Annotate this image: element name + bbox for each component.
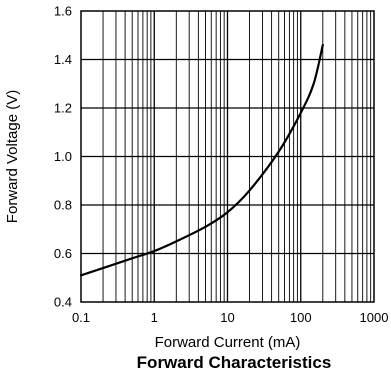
y-tick-label: 0.4 xyxy=(54,295,72,310)
y-tick-label: 0.6 xyxy=(54,246,72,261)
y-tick-label: 1.0 xyxy=(54,149,72,164)
series-layer xyxy=(79,43,324,277)
series-line xyxy=(79,43,324,277)
x-tick-label: 1 xyxy=(151,310,158,325)
x-tick-label: 10 xyxy=(220,310,234,325)
y-tick-label: 1.2 xyxy=(54,101,72,116)
x-tick-label: 100 xyxy=(290,310,312,325)
y-tick-label: 1.4 xyxy=(54,52,72,67)
grid xyxy=(81,11,374,302)
y-axis-title: Forward Voltage (V) xyxy=(4,90,21,223)
y-tick-label: 1.6 xyxy=(54,4,72,19)
x-tick-labels: 0.1 1 10 100 1000 xyxy=(72,310,389,325)
x-tick-label: 1000 xyxy=(360,310,389,325)
x-tick-label: 0.1 xyxy=(72,310,90,325)
plot-frame xyxy=(80,10,375,303)
y-tick-labels: 0.4 0.6 0.8 1.0 1.2 1.4 1.6 xyxy=(54,4,72,310)
x-axis-title: Forward Current (mA) xyxy=(155,334,301,351)
y-tick-label: 0.8 xyxy=(54,198,72,213)
chart-title: Forward Characteristics xyxy=(137,353,332,372)
